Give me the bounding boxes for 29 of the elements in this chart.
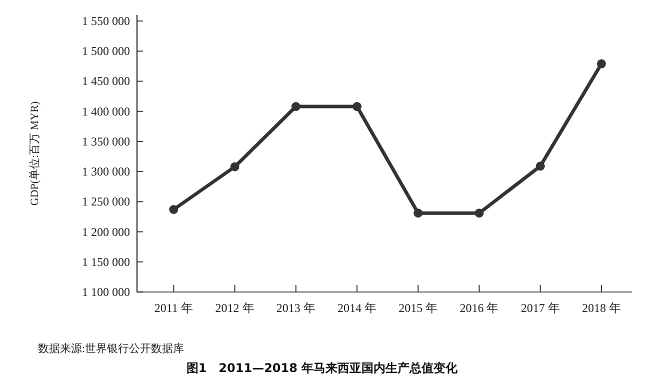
x-tick-label: 2013 年 (276, 301, 316, 315)
x-tick-label: 2011 年 (154, 301, 193, 315)
x-tick-label: 2015 年 (398, 301, 438, 315)
x-tick-label: 2012 年 (215, 301, 254, 315)
point (414, 208, 423, 218)
x-tick-label: 2014 年 (338, 301, 376, 315)
y-tick-label: 1 100 000 (82, 285, 130, 299)
y-axis-title: GDP(单位:百万 MYR) (28, 101, 41, 206)
source-note: 数据来源:世界银行公开数据库 (38, 342, 184, 355)
point (596, 59, 606, 68)
y-tick-label: 1 450 000 (82, 74, 130, 88)
point (536, 162, 545, 171)
x-tick-label: 2016 年 (460, 301, 499, 315)
y-tick-label: 1 550 000 (82, 14, 130, 28)
y-tick-label: 1 150 000 (82, 254, 130, 269)
text: 图1 2011—2018 年马来西亚国内生产总值变化 (186, 361, 459, 375)
x-tick-label: 2018 年 (582, 301, 621, 315)
y-tick-label: 1 350 000 (82, 134, 130, 148)
y-tick-label: 1 200 000 (82, 224, 130, 239)
point (291, 102, 300, 112)
y-tick-label: 1 400 000 (82, 104, 130, 118)
point (474, 208, 484, 218)
point (230, 162, 240, 172)
point (169, 205, 178, 214)
y-tick-label: 1 300 000 (82, 164, 130, 179)
y-tick-label: 1 500 000 (82, 44, 130, 58)
x-tick-label: 2017 年 (520, 301, 560, 315)
y-tick-label: 1 250 000 (82, 194, 130, 209)
point (352, 102, 362, 112)
